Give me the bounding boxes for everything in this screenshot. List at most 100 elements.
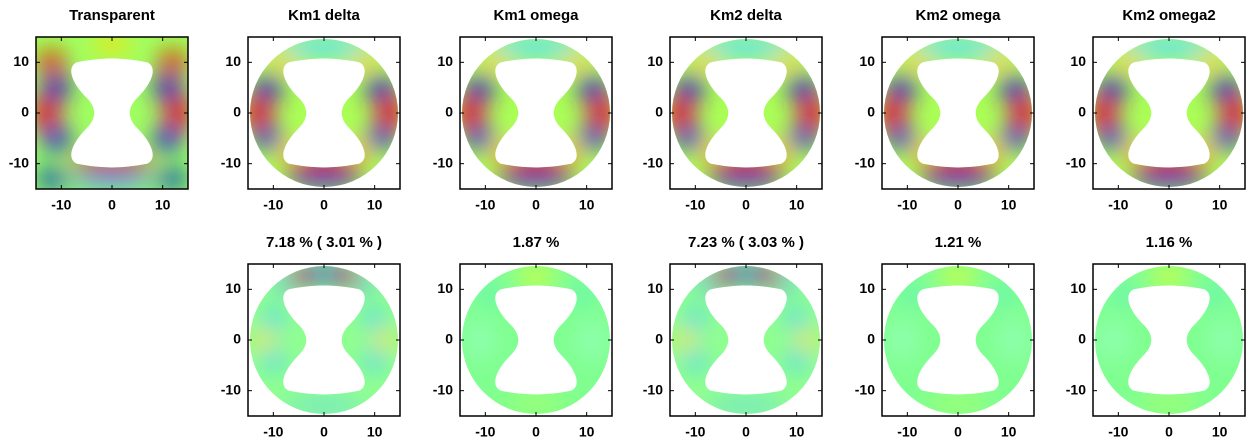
field-blob [778, 274, 795, 295]
field-blob [1194, 52, 1225, 73]
field-blob [374, 329, 395, 351]
field-blob [36, 95, 62, 131]
field-clip [36, 37, 188, 189]
y-tick-label: -10 [855, 154, 875, 170]
field [250, 266, 398, 414]
x-tick-label: -10 [1108, 424, 1128, 440]
y-tick-label: -10 [221, 381, 241, 397]
subplot: 7.23 % ( 3.03 % ) -10 0 10 -10 0 10 [643, 234, 823, 440]
field-blob [268, 52, 299, 73]
field-blob [909, 138, 936, 159]
field-blob [465, 75, 496, 101]
field-blob [1209, 125, 1240, 151]
y-tick-label: 10 [437, 280, 453, 296]
x-tick-label: -10 [1108, 197, 1128, 213]
field-blob [36, 49, 67, 76]
field-blob [66, 173, 158, 189]
field-blob [356, 274, 373, 295]
x-tick-label: 10 [367, 197, 383, 213]
field-blob [902, 52, 933, 73]
x-tick-label: -10 [263, 197, 283, 213]
field-blob [697, 274, 714, 295]
field-blob [157, 168, 188, 189]
field-blob [275, 138, 302, 159]
x-tick-label: -10 [475, 424, 495, 440]
y-tick-label: -10 [1066, 381, 1086, 397]
subplot: 1.21 % -10 0 10 -10 0 10 [855, 234, 1035, 440]
field-blob [675, 329, 696, 351]
field-blob [71, 154, 153, 173]
field [1095, 266, 1243, 414]
y-tick-label: 0 [1078, 104, 1086, 120]
y-tick-label: -10 [643, 381, 663, 397]
subplot: 1.87 % -10 0 10 -10 0 10 [433, 234, 613, 440]
y-tick-label: 10 [647, 280, 663, 296]
x-tick-label: 10 [155, 197, 171, 213]
subplot-title: Km2 delta [710, 7, 782, 24]
x-tick-label: 10 [789, 197, 805, 213]
field-blob [346, 138, 373, 159]
field-blob [796, 329, 817, 351]
field-blob [1098, 75, 1129, 101]
field-blob [675, 75, 706, 101]
y-tick-label: 10 [225, 280, 241, 296]
field-blob [1128, 154, 1210, 173]
field-blob [253, 329, 274, 351]
subplot: Transparent -10 0 10 -10 0 10 [9, 7, 189, 213]
x-tick-label: 0 [320, 424, 328, 440]
field-blob [705, 154, 787, 173]
field-blob [685, 309, 706, 330]
field-blob [364, 125, 395, 151]
field-blob [41, 75, 72, 101]
field-clip [462, 39, 610, 187]
y-tick-label: 10 [225, 53, 241, 69]
y-tick-label: -10 [433, 381, 453, 397]
y-tick-label: 0 [1078, 331, 1086, 347]
field-blob [349, 52, 380, 73]
subplot-title: 7.23 % ( 3.03 % ) [688, 234, 804, 251]
y-tick-label: 0 [233, 104, 241, 120]
x-tick-label: 10 [1212, 424, 1228, 440]
x-tick-label: -10 [263, 424, 283, 440]
subplot: Km2 delta -10 0 10 -10 0 10 [643, 7, 823, 213]
field-blob [364, 75, 395, 101]
subplot: Km2 omega2 -10 0 10 -10 0 10 [1066, 7, 1246, 213]
y-tick-label: 0 [867, 104, 875, 120]
field-blob [685, 350, 706, 371]
field-blob [712, 266, 729, 288]
field-blob [705, 398, 787, 414]
x-tick-label: 0 [954, 424, 962, 440]
field [672, 39, 820, 187]
field-clip [250, 266, 398, 414]
x-tick-label: 0 [532, 424, 540, 440]
field-blob [771, 52, 802, 73]
y-tick-label: -10 [643, 154, 663, 170]
field-blob [327, 266, 342, 285]
field-blob [786, 350, 807, 371]
subplot-title: 1.21 % [935, 234, 982, 251]
subplot-title: Km2 omega [915, 7, 1001, 24]
y-tick-label: -10 [433, 154, 453, 170]
field [462, 39, 610, 187]
field-blob [41, 125, 72, 151]
field-blob [980, 138, 1007, 159]
field-blob [1098, 319, 1129, 361]
x-tick-label: -10 [897, 424, 917, 440]
field-blob [157, 49, 188, 76]
x-tick-label: 0 [108, 197, 116, 213]
field-clip [884, 39, 1032, 187]
subplot-title: Transparent [69, 7, 155, 24]
y-tick-label: 10 [859, 280, 875, 296]
y-tick-label: 0 [867, 331, 875, 347]
subplot-title: 1.16 % [1146, 234, 1193, 251]
field [36, 37, 188, 189]
x-tick-label: 10 [1212, 197, 1228, 213]
field-blob [998, 125, 1029, 151]
field-blob [576, 75, 607, 101]
subplot: 1.16 % -10 0 10 -10 0 10 [1066, 234, 1246, 440]
field-blob [364, 350, 385, 371]
x-tick-label: 10 [579, 197, 595, 213]
y-tick-label: -10 [9, 154, 29, 170]
subplot-title: Km2 omega2 [1122, 7, 1215, 24]
x-tick-label: 0 [742, 197, 750, 213]
